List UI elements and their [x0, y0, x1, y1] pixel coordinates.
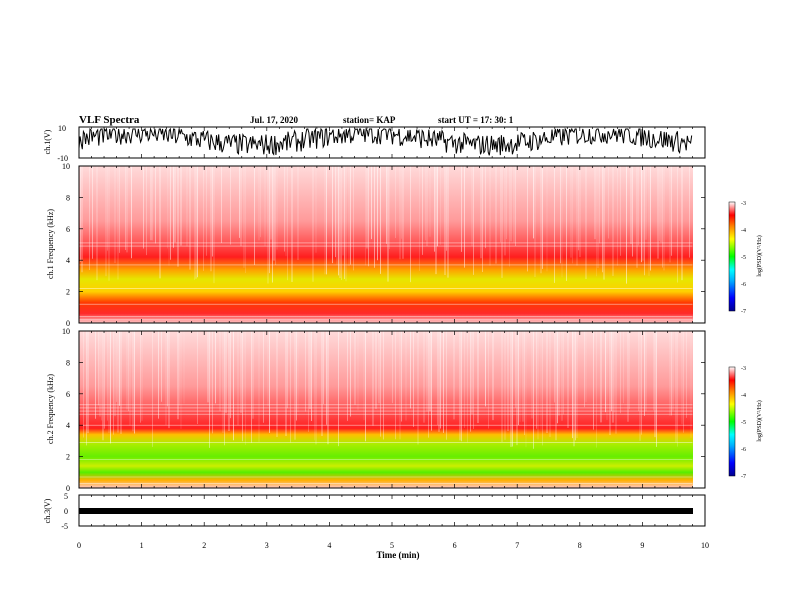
y-tick-label: 0	[66, 484, 70, 493]
date-label: Jul. 17, 2020	[250, 115, 299, 125]
x-tick-label: 9	[640, 541, 644, 550]
colorbar-ch2-tick-3: -6	[741, 447, 746, 453]
x-tick-label: 6	[453, 541, 457, 550]
y-tick-label: 10	[62, 162, 70, 171]
ch1-waveform-line	[78, 127, 693, 156]
y-tick-label: 4	[66, 256, 70, 265]
x-tick-label: 5	[390, 541, 394, 550]
y-tick-label: 4	[66, 421, 70, 430]
ch1-spec-ylabel: ch.1 Frequency (kHz)	[46, 209, 55, 279]
ch3-waveform-band	[79, 508, 693, 514]
colorbar-ch2-tick-2: -5	[741, 420, 746, 426]
ch2-spectrogram-texture	[79, 331, 693, 484]
colorbar-ch2-tick-4: -7	[741, 474, 746, 480]
colorbar-ch2-scale	[728, 366, 736, 477]
x-tick-label: 8	[578, 541, 582, 550]
ch2-spectrogram-fill	[79, 331, 693, 488]
ch3-wave-ytick-bottom: -5	[61, 522, 68, 531]
x-tick-label: 0	[77, 541, 81, 550]
y-tick-label: 2	[66, 288, 70, 297]
ch3-wave-ytick-mid: 0	[64, 507, 68, 516]
panel-ch1-waveform: 10 -10 ch.1(V)	[43, 124, 706, 163]
panel-ch3-waveform: 5 0 -5 ch.3(V)	[43, 492, 706, 531]
y-tick-label: 8	[66, 193, 70, 202]
y-tick-label: 6	[66, 225, 70, 234]
colorbar-ch2: -3 -4 -5 -6 -7 log(PSD)(V²/Hz)	[728, 366, 763, 480]
x-tick-label: 4	[327, 541, 331, 550]
ch2-spec-ylabel: ch.2 Frequency (kHz)	[46, 374, 55, 444]
colorbar-ch1-tick-1: -4	[741, 228, 746, 234]
x-axis-label: Time (min)	[376, 550, 419, 560]
colorbar-ch1-tick-0: -3	[741, 201, 746, 207]
ch3-wave-ylabel: ch.3(V)	[43, 498, 52, 523]
ch1-wave-ytick-bottom: -10	[57, 154, 68, 163]
colorbar-ch1-tick-3: -6	[741, 282, 746, 288]
colorbar-ch2-tick-1: -4	[741, 393, 746, 399]
y-tick-label: 6	[66, 390, 70, 399]
colorbar-ch1-scale	[728, 201, 736, 312]
figure-title: VLF Spectra	[79, 114, 140, 126]
x-tick-label: 10	[701, 541, 709, 550]
colorbar-ch1-label: log(PSD)(V²/Hz)	[756, 235, 763, 276]
start-time-label: start UT = 17: 30: 1	[438, 115, 514, 125]
ch1-wave-ylabel: ch.1(V)	[43, 129, 52, 154]
colorbar-ch2-label: log(PSD)(V²/Hz)	[756, 400, 763, 441]
x-tick-label: 3	[265, 541, 269, 550]
colorbar-ch1-tick-2: -5	[741, 255, 746, 261]
colorbar-ch1-tick-4: -7	[741, 309, 746, 315]
colorbar-ch2-tick-0: -3	[741, 366, 746, 372]
panel-ch1-spectrogram: 0 2 4 6 8 10 ch.1 Frequency (kHz)	[46, 162, 706, 328]
x-tick-label: 1	[140, 541, 144, 550]
y-tick-label: 0	[66, 319, 70, 328]
ch1-spectrogram-texture	[78, 166, 693, 321]
y-tick-label: 8	[66, 358, 70, 367]
y-tick-label: 10	[62, 327, 70, 336]
ch1-wave-ytick-top: 10	[58, 124, 66, 133]
x-tick-label: 2	[202, 541, 206, 550]
x-tick-label: 7	[515, 541, 519, 550]
y-tick-label: 2	[66, 453, 70, 462]
ch1-spectrogram-fill	[79, 166, 693, 323]
colorbar-ch1: -3 -4 -5 -6 -7 log(PSD)(V²/Hz)	[728, 201, 763, 315]
x-axis-tick-labels: 0 1 2 3 4 5 6 7 8 9 10	[77, 541, 709, 550]
panel-ch2-spectrogram: 0 2 4 6 8 10 ch.2 Frequency (kHz)	[46, 327, 706, 493]
ch3-wave-ytick-top: 5	[64, 492, 68, 501]
station-label: station= KAP	[343, 115, 396, 125]
